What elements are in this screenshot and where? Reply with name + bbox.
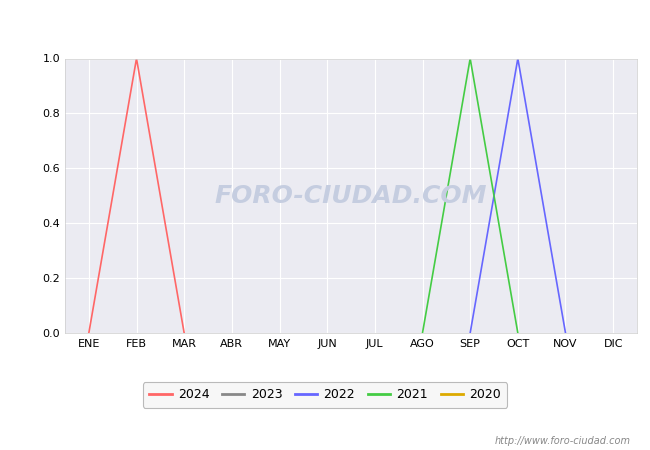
Text: http://www.foro-ciudad.com: http://www.foro-ciudad.com — [495, 436, 630, 446]
Text: Matriculaciones de Vehiculos en Sayatón: Matriculaciones de Vehiculos en Sayatón — [155, 11, 495, 30]
Legend: 2024, 2023, 2022, 2021, 2020: 2024, 2023, 2022, 2021, 2020 — [143, 382, 507, 408]
Text: FORO-CIUDAD.COM: FORO-CIUDAD.COM — [214, 184, 488, 208]
